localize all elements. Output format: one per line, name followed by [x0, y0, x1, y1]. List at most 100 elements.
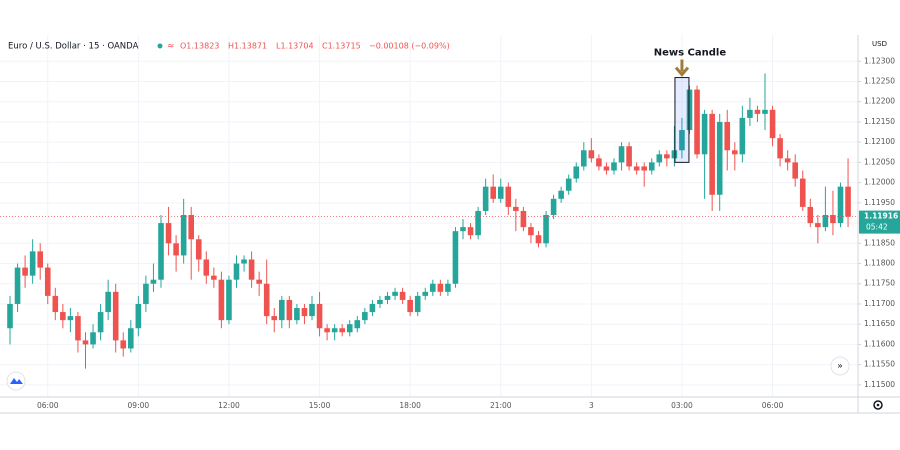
candle-body	[815, 223, 821, 228]
x-tick-label: 06:00	[37, 401, 59, 410]
candle-body	[354, 320, 361, 329]
candle-body	[777, 138, 783, 159]
candle-body	[754, 109, 761, 114]
x-tick-label: 18:00	[399, 401, 421, 410]
candle-body	[467, 227, 474, 236]
candle-body	[437, 283, 444, 292]
candle-body	[633, 166, 640, 171]
y-tick-label: 1.12100	[864, 137, 895, 146]
candle-body	[331, 328, 338, 333]
candle-body	[845, 186, 851, 217]
candle-body	[701, 113, 708, 155]
y-tick-label: 1.11750	[864, 279, 895, 288]
x-tick-label: 12:00	[218, 401, 240, 410]
candle-body	[143, 283, 149, 304]
candle-body	[799, 178, 806, 207]
candle-body	[112, 291, 119, 341]
candle-body	[732, 150, 738, 155]
scroll-button[interactable]: »	[830, 356, 850, 376]
candle-body	[316, 303, 323, 329]
candle-body	[822, 214, 829, 228]
candle-body	[686, 89, 693, 131]
candle-body	[792, 162, 798, 179]
candle-body	[830, 214, 836, 224]
settings-button[interactable]	[873, 400, 883, 410]
logo	[6, 371, 26, 391]
y-tick-label: 1.11500	[864, 380, 895, 389]
candle-body	[67, 316, 74, 321]
candle-body	[52, 295, 59, 313]
candle-body	[414, 295, 421, 313]
candle-body	[482, 186, 489, 211]
candle-body	[7, 303, 13, 329]
candle-body	[226, 279, 232, 321]
candle-body	[346, 324, 353, 333]
candle-body	[558, 190, 564, 199]
candle-body	[543, 214, 549, 244]
x-tick-label: 06:00	[762, 401, 784, 410]
candle-body	[362, 312, 368, 321]
candle-body	[271, 316, 278, 321]
last-price: 1.11916	[864, 212, 898, 221]
candle-body	[407, 299, 413, 313]
candle-body	[679, 130, 685, 151]
candle-body	[565, 178, 572, 191]
symbol: Euro / U.S. Dollar · 15 · OANDA	[8, 42, 139, 52]
candle-body	[664, 154, 670, 159]
candle-body	[475, 210, 481, 236]
candle-body	[807, 206, 814, 224]
candle-body	[90, 332, 96, 345]
candle-body	[173, 243, 179, 256]
candle-body	[301, 308, 308, 317]
ohlc-low: L1.13704	[276, 42, 314, 51]
candle-body	[513, 206, 519, 211]
candle-body	[671, 150, 678, 159]
y-tick-label: 1.11700	[864, 299, 895, 308]
candle-body	[324, 328, 330, 333]
candle-body	[105, 291, 111, 313]
annotation: News Candle	[654, 48, 727, 59]
candle-body	[150, 279, 157, 284]
candle-body	[165, 223, 172, 244]
candle-body	[44, 267, 51, 296]
icon: ≈	[167, 42, 175, 52]
candle-body	[135, 303, 142, 329]
x-tick-label: 09:00	[128, 401, 150, 410]
candle-body	[309, 303, 315, 317]
candle-body	[656, 154, 663, 163]
svg-text:»: »	[837, 362, 843, 372]
countdown: 05:42	[866, 223, 888, 232]
candle-body	[37, 251, 43, 268]
candle-body	[739, 117, 746, 155]
candle-body	[724, 121, 731, 151]
y-tick-label: 1.11600	[864, 339, 895, 348]
candle-body	[279, 299, 285, 321]
last-price-tag	[859, 210, 900, 234]
candle-body	[430, 283, 436, 292]
ohlc-close: C1.13715	[322, 42, 361, 51]
ohlc-open: O1.13823	[180, 42, 219, 51]
x-tick-label: 3	[589, 401, 594, 410]
candle-body	[709, 113, 715, 195]
x-tick-label: 03:00	[671, 401, 693, 410]
candle-body	[460, 227, 466, 232]
candle-body	[618, 146, 625, 163]
candle-body	[603, 166, 610, 171]
candle-body	[716, 121, 723, 195]
ohlc-change: −0.00108 (−0.09%)	[369, 42, 450, 51]
candle-body	[22, 267, 28, 276]
ohlc-high: H1.13871	[228, 42, 267, 51]
candle-body	[550, 198, 557, 215]
candle-body	[573, 166, 580, 179]
y-tick-label: 1.12300	[864, 56, 895, 65]
candle-body	[747, 109, 753, 118]
y-tick-label: 1.11850	[864, 238, 895, 247]
y-tick-label: 1.12050	[864, 157, 895, 166]
candle-body	[120, 340, 127, 349]
candle-body	[528, 227, 534, 236]
candle-body	[218, 279, 225, 321]
candle-body	[339, 328, 345, 333]
candle-body	[392, 291, 398, 296]
candle-body	[211, 275, 217, 280]
